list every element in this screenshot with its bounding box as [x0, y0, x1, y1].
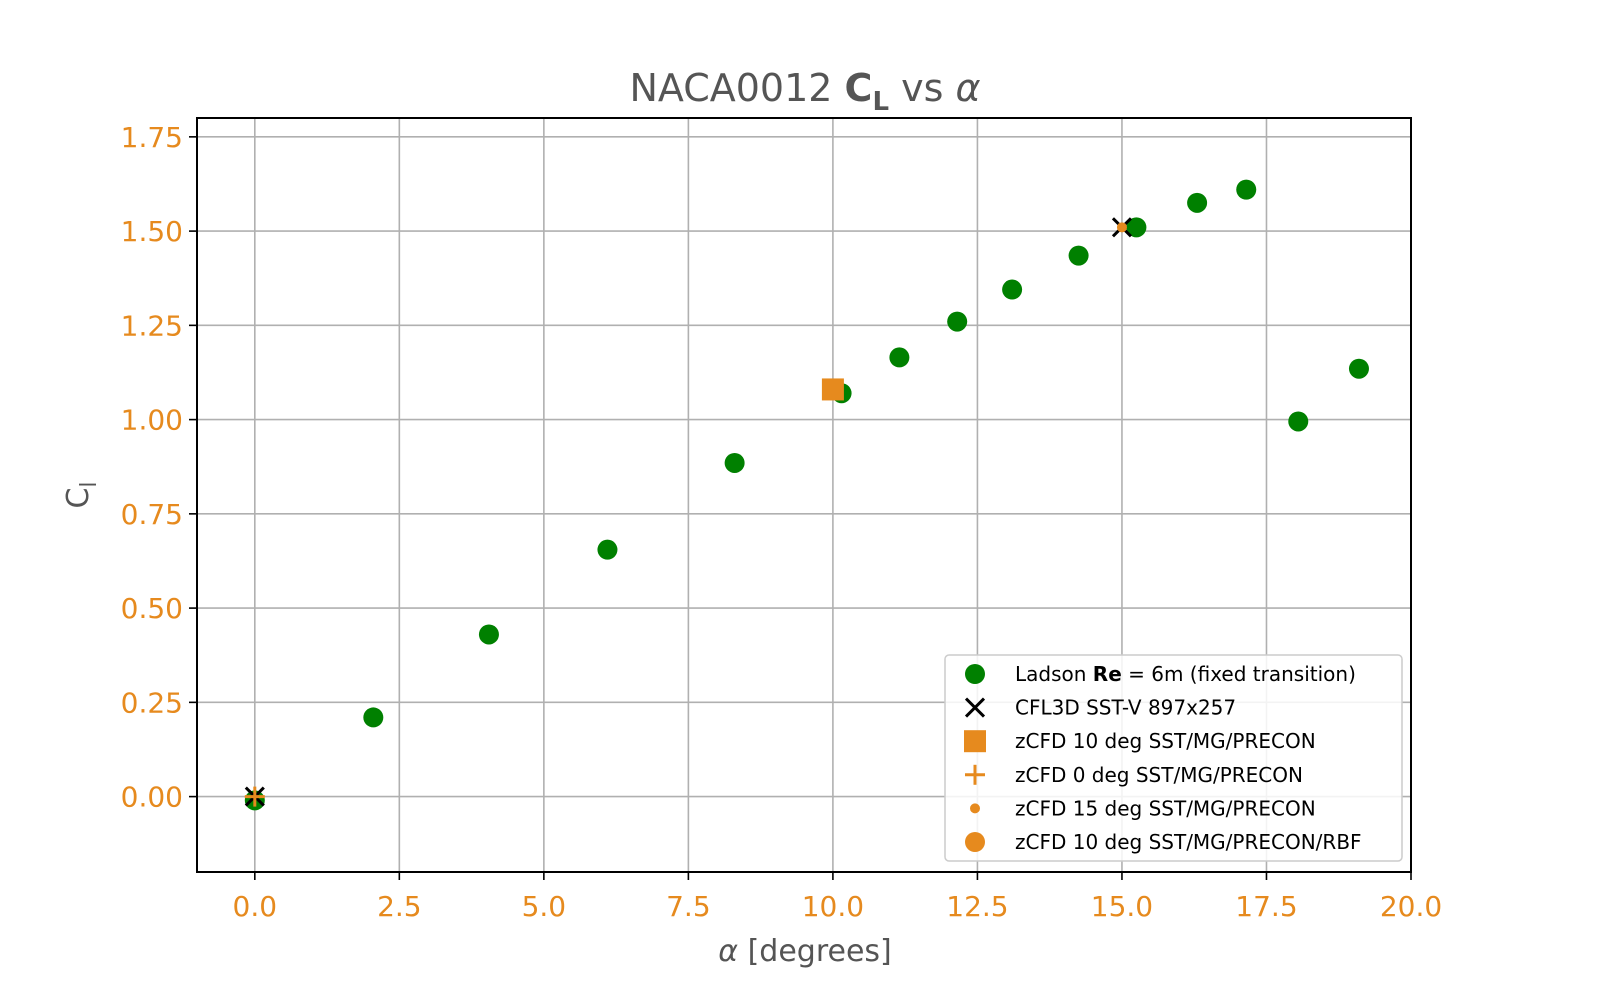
legend-entry-ladson: Ladson Re = 6m (fixed transition) — [965, 662, 1356, 686]
legend-box — [944, 654, 1403, 862]
legend-entry-zcfd10rbf: zCFD 10 deg SST/MG/PRECON/RBF — [965, 830, 1362, 854]
chart-title: NACA0012 CL vs α — [629, 66, 980, 117]
x-tick-label: 15.0 — [1091, 890, 1153, 923]
series-zcfd15 — [1116, 222, 1127, 233]
y-tick-label: 0.75 — [121, 498, 183, 531]
ladson-point — [947, 311, 968, 332]
legend-label-ladson: Ladson Re = 6m (fixed transition) — [1015, 662, 1356, 686]
zcfd15-point — [1116, 222, 1127, 233]
legend: Ladson Re = 6m (fixed transition) CFL3D S… — [944, 654, 1403, 862]
x-tick-label: 12.5 — [946, 890, 1008, 923]
legend-marker-zcfd10 — [964, 730, 986, 753]
legend-entry-zcfd10: zCFD 10 deg SST/MG/PRECON — [964, 729, 1316, 753]
x-tick-label: 5.0 — [522, 890, 567, 923]
y-tick-label: 1.00 — [121, 404, 183, 437]
zcfd0-point — [244, 786, 265, 807]
zcfd10-point — [821, 378, 844, 401]
x-tick-label: 0.0 — [233, 890, 278, 923]
x-tick-label: 17.5 — [1235, 890, 1297, 923]
y-tick-label: 0.50 — [121, 592, 183, 625]
plot-frame — [196, 117, 1412, 873]
legend-entry-zcfd0: zCFD 0 deg SST/MG/PRECON — [965, 763, 1303, 787]
ladson-point — [478, 624, 499, 645]
ladson-point — [1068, 245, 1089, 266]
y-axis-label: Cl — [61, 481, 102, 508]
series-zcfd10 — [821, 378, 844, 401]
ladson-point — [724, 452, 745, 473]
ladson-point — [363, 707, 384, 728]
ladson-point — [1236, 179, 1257, 200]
y-tick-label: 1.25 — [121, 309, 183, 342]
ladson-point — [1348, 358, 1369, 379]
y-tick-label: 0.25 — [121, 686, 183, 719]
svg-text:Cl: Cl — [61, 481, 102, 508]
ladson-point — [1187, 192, 1208, 213]
ladson-point — [597, 539, 618, 560]
legend-entry-cfl3d: CFL3D SST-V 897x257 — [964, 696, 1236, 720]
x-tick-label: 2.5 — [377, 890, 422, 923]
y-tick-label: 1.75 — [121, 121, 183, 154]
legend-marker-zcfd0 — [965, 764, 985, 785]
legend-marker-zcfd10rbf — [965, 832, 985, 852]
legend-label-zcfd15: zCFD 15 deg SST/MG/PRECON — [1015, 796, 1316, 820]
series-ladson — [244, 179, 1369, 811]
x-tick-label: 7.5 — [666, 890, 711, 923]
legend-marker-zcfd15 — [970, 803, 980, 814]
legend-label-zcfd10: zCFD 10 deg SST/MG/PRECON — [1015, 729, 1316, 753]
legend-marker-cfl3d — [964, 697, 986, 718]
legend-label-zcfd10rbf: zCFD 10 deg SST/MG/PRECON/RBF — [1015, 830, 1362, 854]
ladson-point — [1002, 279, 1023, 300]
ladson-point — [1288, 411, 1309, 432]
x-tick-label: 10.0 — [802, 890, 864, 923]
y-tick-label: 1.50 — [121, 215, 183, 248]
legend-label-cfl3d: CFL3D SST-V 897x257 — [1015, 696, 1236, 720]
x-axis-label: α [degrees] — [718, 934, 892, 969]
ladson-point — [1126, 217, 1147, 238]
legend-label-zcfd0: zCFD 0 deg SST/MG/PRECON — [1015, 763, 1303, 787]
x-tick-label: 20.0 — [1380, 890, 1442, 923]
legend-entry-zcfd15: zCFD 15 deg SST/MG/PRECON — [970, 796, 1316, 820]
legend-marker-ladson — [965, 664, 985, 684]
y-tick-label: 0.00 — [121, 781, 183, 814]
ladson-point — [889, 347, 910, 368]
series-zcfd0 — [244, 786, 265, 807]
